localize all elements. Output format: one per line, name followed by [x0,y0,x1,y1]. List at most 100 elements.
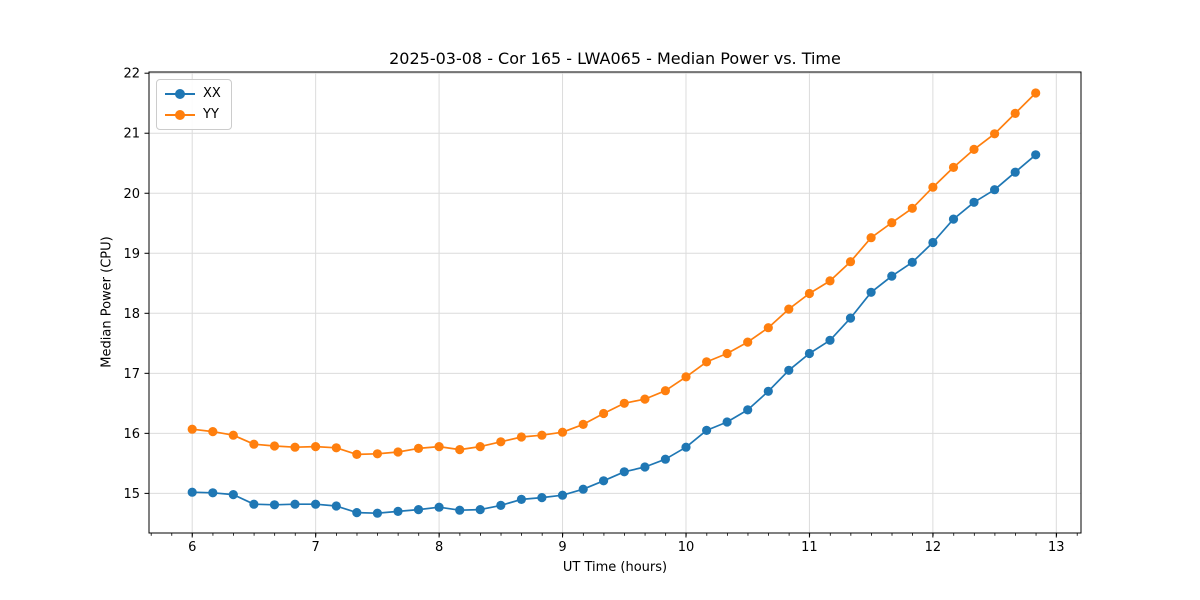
x-axis-label: UT Time (hours) [562,560,668,575]
xx-data-point [599,476,609,486]
yy-data-point [331,443,341,453]
yy-data-point [660,386,671,396]
yy-data-point [557,427,568,437]
yy-data-point [763,323,773,333]
xx-data-point [845,313,856,323]
x-tick-label: 7 [312,540,320,555]
yy-data-point [722,348,732,359]
yy-data-point [372,449,382,459]
yy-data-point [845,257,856,267]
xx-data-point [619,467,629,477]
xx-data-point [516,494,527,504]
legend: XX YY [156,79,232,130]
xx-data-point [784,365,794,375]
xx-data-point [722,417,732,427]
yy-data-point [228,430,238,440]
yy-data-point [702,357,712,367]
xx-data-point [928,237,938,248]
xx-data-point [866,287,876,297]
xx-data-point [352,507,362,518]
yy-data-point [619,398,629,408]
yy-data-point [1010,108,1020,118]
yy-data-point [928,182,938,192]
x-tick-label: 12 [925,540,942,555]
xx-data-point [475,505,485,515]
yy-data-point [578,419,588,429]
xx-data-point [1010,167,1020,177]
xx-data-point [331,501,341,511]
y-tick-label: 21 [123,127,140,142]
yy-data-point [475,442,485,452]
xx-data-point [372,508,382,518]
xx-data-point [702,425,712,435]
xx-data-point [969,197,979,207]
xx-data-point [455,505,465,515]
y-tick-label: 19 [123,247,140,262]
xx-data-point [537,493,547,503]
yy-series-line [192,92,1037,456]
yy-data-point [887,218,897,228]
axes-spines [148,71,1082,534]
yy-data-point [496,437,506,447]
x-tick-label: 8 [435,540,443,555]
yy-data-point [455,445,465,455]
xx-data-point [434,502,444,512]
y-tick-label: 18 [123,307,140,322]
xx-data-point [1031,150,1041,160]
xx-data-point [208,488,218,498]
xx-data-point [228,490,238,500]
x-tick-label: 11 [801,540,818,555]
x-tick-label: 6 [188,540,196,555]
legend-label-xx: XX [203,86,221,101]
xx-data-point [763,386,773,396]
yy-data-point [743,337,753,347]
yy-data-point [866,233,876,243]
xx-data-point [887,271,897,281]
x-tick-label: 10 [678,540,695,555]
yy-data-point [948,162,959,172]
xx-line-marker-swatch [165,85,195,103]
yy-data-point [825,276,835,286]
yy-data-point [599,408,609,419]
yy-data-point [352,449,362,459]
yy-data-point [640,394,650,404]
x-tick-label: 9 [558,540,566,555]
xx-data-point [290,499,300,509]
legend-entry-xx: XX [165,85,221,103]
xx-data-point [640,462,650,472]
xx-data-point [578,484,588,494]
yy-data-point [516,432,527,442]
xx-data-point [496,500,506,510]
x-tick-label: 13 [1048,540,1065,555]
yy-data-point [537,430,547,440]
yy-line-marker-swatch [165,106,195,124]
yy-data-point [784,304,794,314]
yy-data-point [187,424,197,434]
xx-data-point [743,405,753,415]
yy-data-point [393,447,403,457]
xx-data-point [825,335,835,345]
y-axis-label: Median Power (CPU) [99,236,115,368]
legend-entry-yy: YY [165,106,221,124]
xx-data-point [557,490,568,500]
yy-data-point [1031,88,1041,98]
yy-data-point [969,144,979,154]
yy-data-point [804,288,815,299]
y-tick-label: 16 [123,427,140,442]
xx-data-point [660,454,671,464]
yy-data-point [249,439,259,449]
xx-data-point [681,442,691,452]
y-tick-label: 15 [123,487,140,502]
yy-data-point [208,427,218,437]
xx-data-point [990,185,1000,195]
xx-data-point [269,500,280,510]
xx-data-point [393,506,403,516]
y-tick-label: 22 [123,67,140,82]
yy-data-point [413,443,424,453]
yy-data-point [311,442,321,452]
xx-data-point [249,499,259,509]
chart-title: 2025-03-08 - Cor 165 - LWA065 - Median P… [389,49,841,68]
yy-data-point [990,129,1000,139]
